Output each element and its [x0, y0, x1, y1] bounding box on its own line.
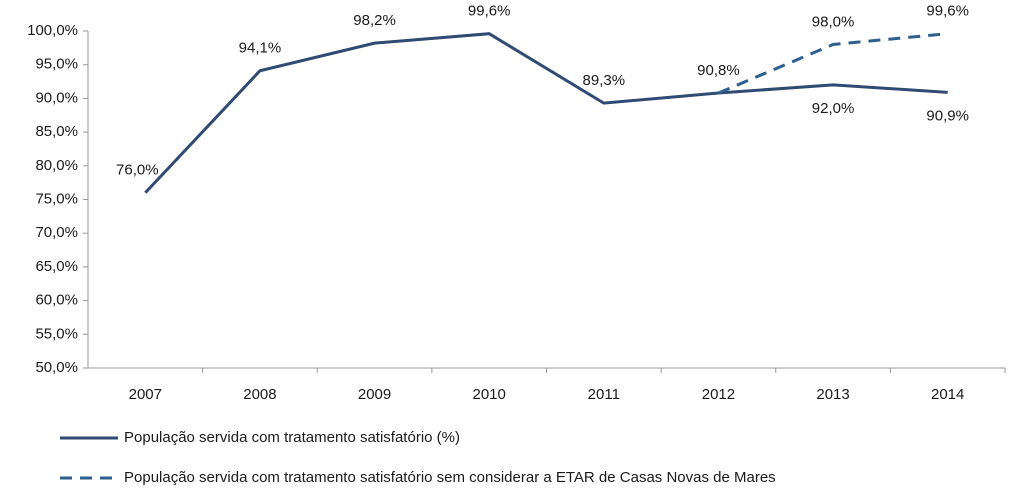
y-tick-label: 70,0% — [35, 224, 78, 241]
x-tick-label: 2008 — [243, 386, 276, 403]
x-tick-label: 2007 — [129, 386, 162, 403]
x-tick-label: 2013 — [816, 386, 849, 403]
y-tick-label: 90,0% — [35, 89, 78, 106]
y-tick-label: 95,0% — [35, 56, 78, 73]
legend-label: População servida com tratamento satisfa… — [124, 469, 776, 486]
y-tick-label: 60,0% — [35, 292, 78, 309]
x-tick-label: 2009 — [358, 386, 391, 403]
data-label: 99,6% — [468, 3, 511, 20]
data-label: 89,3% — [583, 72, 626, 89]
data-label: 99,6% — [926, 3, 969, 20]
y-tick-label: 100,0% — [27, 22, 78, 39]
y-tick-label: 55,0% — [35, 325, 78, 342]
x-tick-label: 2010 — [473, 386, 506, 403]
data-label: 94,1% — [239, 40, 282, 57]
x-tick-label: 2014 — [931, 386, 964, 403]
y-tick-label: 65,0% — [35, 258, 78, 275]
data-label: 92,0% — [812, 100, 855, 117]
legend-label: População servida com tratamento satisfa… — [124, 429, 460, 446]
y-tick-label: 80,0% — [35, 157, 78, 174]
data-label: 98,2% — [353, 12, 396, 29]
y-tick-label: 50,0% — [35, 359, 78, 376]
y-tick-label: 85,0% — [35, 123, 78, 140]
y-tick-label: 75,0% — [35, 190, 78, 207]
x-tick-label: 2011 — [588, 386, 620, 403]
series-line — [144, 32, 948, 194]
data-label: 90,9% — [926, 107, 969, 124]
data-label: 76,0% — [116, 162, 159, 179]
data-label: 90,8% — [697, 62, 740, 79]
x-tick-label: 2012 — [702, 386, 735, 403]
data-label: 98,0% — [812, 13, 855, 30]
series-line — [717, 32, 948, 95]
